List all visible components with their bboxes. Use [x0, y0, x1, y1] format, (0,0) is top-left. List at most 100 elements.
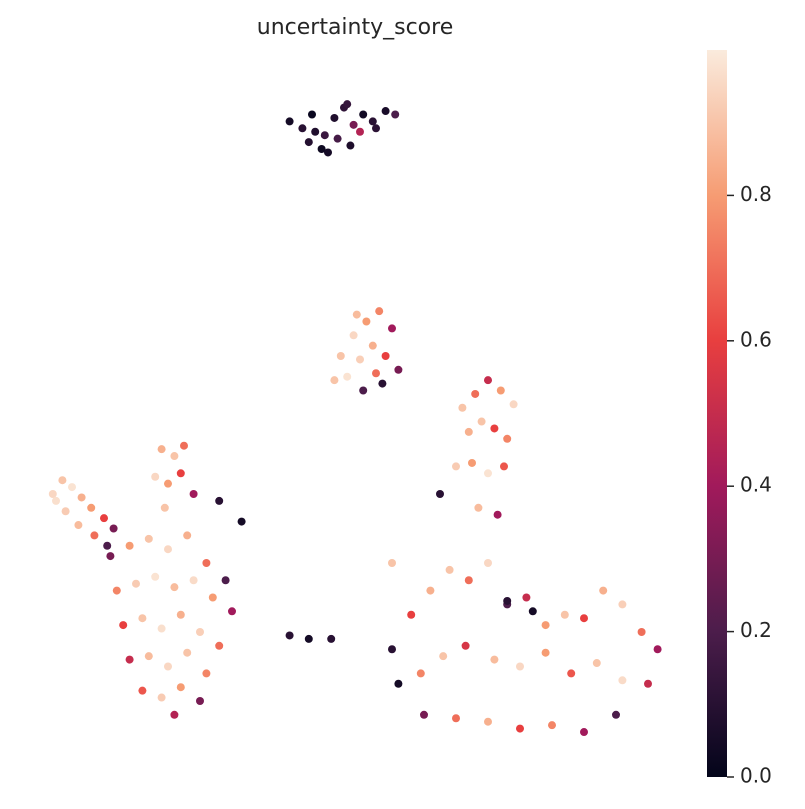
point	[372, 369, 380, 378]
point	[356, 127, 364, 136]
point	[176, 469, 185, 478]
point	[496, 386, 505, 395]
point	[183, 648, 192, 657]
point	[394, 365, 403, 374]
point	[180, 441, 188, 450]
point	[144, 534, 153, 543]
point	[426, 586, 435, 595]
point	[164, 662, 172, 671]
point	[560, 610, 569, 619]
point	[612, 710, 620, 719]
point	[637, 628, 646, 636]
point	[324, 148, 332, 157]
point	[151, 472, 160, 481]
point	[388, 559, 396, 567]
point	[125, 541, 134, 550]
point	[368, 117, 377, 126]
point	[452, 714, 460, 723]
point	[359, 386, 368, 395]
point	[304, 138, 313, 147]
point	[132, 579, 140, 588]
point	[580, 614, 588, 623]
point	[327, 634, 336, 643]
point	[349, 331, 358, 340]
point	[516, 662, 524, 671]
point	[138, 686, 147, 695]
point	[445, 565, 454, 574]
point	[208, 593, 217, 602]
colorbar	[707, 50, 727, 777]
point	[388, 324, 396, 333]
point	[164, 479, 172, 488]
point	[74, 521, 83, 530]
point	[311, 127, 320, 136]
point	[144, 652, 153, 661]
point	[580, 728, 588, 737]
point	[237, 517, 246, 526]
point	[599, 586, 608, 595]
point	[202, 669, 211, 678]
point	[356, 355, 364, 364]
point	[484, 469, 492, 478]
point	[170, 583, 179, 592]
point	[170, 452, 179, 461]
point	[618, 676, 627, 685]
point	[90, 531, 99, 540]
point	[458, 403, 467, 412]
point	[228, 607, 236, 616]
point	[68, 483, 76, 492]
point	[151, 572, 160, 581]
point	[352, 310, 361, 319]
point	[516, 724, 524, 733]
point	[368, 341, 377, 350]
point	[477, 417, 486, 426]
point	[528, 607, 537, 616]
point	[490, 655, 499, 664]
point	[308, 110, 316, 119]
point	[394, 679, 403, 688]
point	[391, 110, 400, 119]
colorbar-tick-label: 0.0	[740, 764, 772, 788]
point	[119, 621, 128, 630]
point	[362, 317, 371, 326]
point	[125, 655, 134, 664]
point	[48, 490, 57, 498]
point	[548, 721, 556, 730]
point	[333, 134, 342, 143]
point	[330, 113, 339, 122]
point	[285, 631, 294, 640]
point	[541, 621, 550, 630]
point	[320, 131, 329, 140]
point	[58, 476, 67, 485]
point	[157, 624, 166, 633]
chart-title: uncertainty_score	[257, 15, 454, 40]
point	[170, 710, 179, 719]
point	[359, 110, 368, 119]
point	[109, 524, 118, 533]
point	[493, 510, 502, 519]
point	[416, 669, 425, 678]
point	[304, 634, 313, 643]
point	[567, 669, 576, 678]
point	[378, 379, 387, 388]
point	[461, 641, 470, 650]
point	[215, 496, 224, 505]
point	[87, 503, 96, 512]
point	[503, 596, 512, 605]
point	[452, 462, 460, 471]
point	[112, 586, 121, 595]
colorbar-tick-label: 0.8	[740, 182, 772, 206]
point	[157, 693, 166, 702]
point	[343, 100, 352, 109]
point	[420, 710, 428, 719]
point	[330, 376, 339, 385]
point	[490, 424, 499, 433]
point	[106, 552, 115, 561]
point	[52, 496, 60, 505]
point	[138, 614, 147, 623]
point	[160, 503, 169, 512]
point	[541, 648, 550, 657]
point	[484, 376, 492, 385]
point	[215, 641, 224, 650]
point	[183, 531, 192, 540]
